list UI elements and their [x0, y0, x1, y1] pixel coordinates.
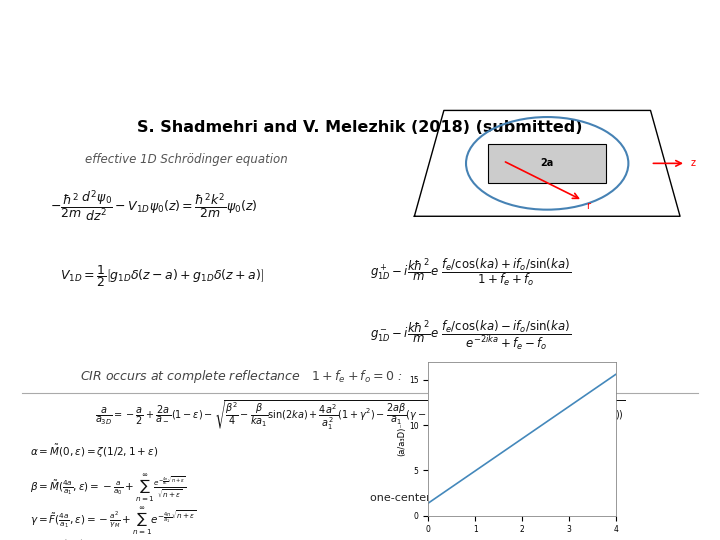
Bar	[488, 144, 606, 183]
Text: $\beta = \tilde{M}(\frac{4a}{a_1},\epsilon) = -\frac{a}{a_0} + \sum_{n=1}^{\inft: $\beta = \tilde{M}(\frac{4a}{a_1},\epsil…	[30, 473, 186, 504]
Text: $g_{1D}^- - i\dfrac{k\hbar^2}{m}e^{}\;\dfrac{f_e/\cos(ka) - if_o/\sin(ka)}{e^{-2: $g_{1D}^- - i\dfrac{k\hbar^2}{m}e^{}\;\d…	[370, 318, 571, 352]
Text: z: z	[690, 158, 696, 168]
Text: effective 1D Schrödinger equation: effective 1D Schrödinger equation	[85, 153, 288, 166]
Text: CIR occurs at complete reflectance   $1 + f_e + f_o = 0$ :: CIR occurs at complete reflectance $1 + …	[80, 368, 402, 385]
Text: $\epsilon = -\left(\frac{E_1\epsilon}{\delta}\right)^2$: $\epsilon = -\left(\frac{E_1\epsilon}{\d…	[30, 536, 91, 540]
Text: r: r	[587, 201, 590, 211]
Text: $\gamma = \tilde{F}(\frac{4a}{a_1},\epsilon) = -\frac{a^2}{\gamma_M} + \sum_{n=1: $\gamma = \tilde{F}(\frac{4a}{a_1},\epsi…	[30, 506, 197, 537]
Text: $\dfrac{a}{a_{3D}} = -\dfrac{a}{2} + \dfrac{2a}{a_-}(1-\epsilon) - \sqrt{\dfrac{: $\dfrac{a}{a_{3D}} = -\dfrac{a}{2} + \df…	[94, 398, 626, 431]
Text: $-\dfrac{\hbar^2}{2m}\dfrac{d^2\psi_0}{dz^2} - V_{1D}\psi_0(z) = \dfrac{\hbar^2 : $-\dfrac{\hbar^2}{2m}\dfrac{d^2\psi_0}{d…	[50, 188, 258, 222]
Text: one-center CIR ->: one-center CIR ->	[370, 493, 469, 503]
Text: Two-center Problem  in Waveguide-like Trap in: Two-center Problem in Waveguide-like Tra…	[0, 18, 720, 46]
Text: $V_{1D} = \dfrac{1}{2}\left[g_{1D}\delta(z-a) + g_{1D}\delta(z+a)\right]$: $V_{1D} = \dfrac{1}{2}\left[g_{1D}\delta…	[60, 263, 264, 289]
Y-axis label: (a/a₃D)⁻: (a/a₃D)⁻	[397, 422, 406, 456]
Text: $\alpha = \tilde{M}(0,\epsilon) = \zeta(1/2, 1+\epsilon)$: $\alpha = \tilde{M}(0,\epsilon) = \zeta(…	[30, 443, 158, 460]
Text: S. Shadmehri and V. Melezhik (2018) (submitted): S. Shadmehri and V. Melezhik (2018) (sub…	[138, 120, 582, 135]
Text: Pseudopotential Approach (CIRs): Pseudopotential Approach (CIRs)	[101, 70, 619, 98]
Text: 2a: 2a	[541, 158, 554, 168]
Text: $g_{1D}^+ - i\dfrac{k\hbar^2}{m}e^{}\;\dfrac{f_e/\cos(ka) + if_o/\sin(ka)}{1 + f: $g_{1D}^+ - i\dfrac{k\hbar^2}{m}e^{}\;\d…	[370, 256, 571, 288]
